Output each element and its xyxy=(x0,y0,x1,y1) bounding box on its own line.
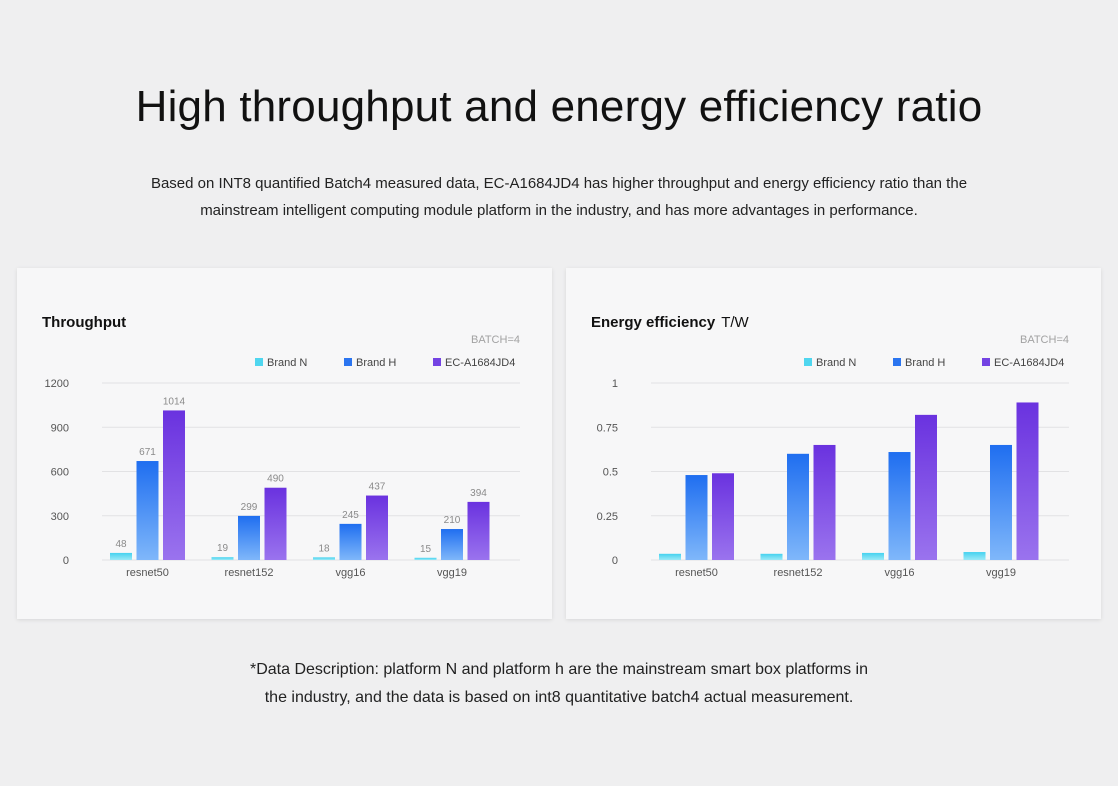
y-tick-label: 0.25 xyxy=(597,511,618,523)
x-tick-label: resnet50 xyxy=(675,567,718,579)
bar-brand-n-resnet152 xyxy=(760,553,783,560)
x-tick-label: resnet152 xyxy=(774,567,823,579)
y-tick-label: 0 xyxy=(63,555,69,567)
x-tick-label: vgg16 xyxy=(885,567,915,579)
legend-label: EC-A1684JD4 xyxy=(994,357,1065,369)
throughput-bar-chart: 0 300 600 900 1200 48 671 1014 resnet50 19 299 490 r… xyxy=(45,378,520,579)
bar-ec-a1684jd4-resnet50 xyxy=(163,410,185,560)
bar-value-label: 245 xyxy=(342,510,359,521)
batch-label: BATCH=4 xyxy=(1019,334,1069,346)
bar-value-label: 437 xyxy=(369,482,386,493)
chart-title-text: Energy efficiency xyxy=(591,314,716,331)
chart-title-unit: T/W xyxy=(721,314,749,331)
x-tick-label: resnet50 xyxy=(126,567,169,579)
y-tick-label: 300 xyxy=(51,511,69,523)
y-tick-label: 1 xyxy=(612,378,618,390)
bar-ec-a1684jd4-vgg19 xyxy=(467,501,490,560)
legend-swatch xyxy=(433,358,441,366)
bar-brand-n-vgg16 xyxy=(862,552,884,560)
bar-value-label: 18 xyxy=(318,543,330,554)
y-tick-label: 900 xyxy=(51,422,69,434)
bar-brand-h-resnet152 xyxy=(787,453,809,560)
x-tick-label: resnet152 xyxy=(225,567,274,579)
x-tick-label: vgg16 xyxy=(336,567,366,579)
bar-brand-h-vgg19 xyxy=(990,444,1012,560)
bar-brand-n-resnet50 xyxy=(110,552,132,560)
legend-item-brand-n: Brand N xyxy=(804,357,856,369)
bar-brand-h-resnet50 xyxy=(136,461,159,560)
bar-ec-a1684jd4-resnet50 xyxy=(712,473,734,560)
legend-item-brand-h: Brand H xyxy=(893,357,945,369)
legend-label: EC-A1684JD4 xyxy=(445,357,516,369)
bar-ec-a1684jd4-resnet152 xyxy=(813,444,836,560)
x-tick-label: vgg19 xyxy=(986,567,1016,579)
bar-brand-n-resnet50 xyxy=(659,553,681,560)
chart-title: Throughput xyxy=(42,314,126,331)
legend-swatch xyxy=(255,358,263,366)
legend-item-brand-h: Brand H xyxy=(344,357,396,369)
note-line-2: the industry, and the data is based on i… xyxy=(264,689,854,706)
y-tick-label: 0.75 xyxy=(597,422,618,434)
legend-swatch xyxy=(804,358,812,366)
bar-brand-h-resnet50 xyxy=(685,475,708,560)
bar-value-label: 394 xyxy=(470,488,487,499)
throughput-chart-card: Throughput BATCH=4 Brand N Brand H EC-A1… xyxy=(17,268,552,619)
legend-label: Brand N xyxy=(267,357,308,369)
bar-value-label: 1014 xyxy=(163,396,186,407)
bar-value-label: 671 xyxy=(139,447,156,458)
legend-item-brand-n: Brand N xyxy=(255,357,307,369)
legend-label: Brand H xyxy=(356,357,397,369)
page-description: Based on INT8 quantified Batch4 measured… xyxy=(100,170,1018,224)
description-line-1: Based on INT8 quantified Batch4 measured… xyxy=(150,175,968,192)
bar-brand-n-resnet152 xyxy=(211,557,234,560)
bar-ec-a1684jd4-vgg16 xyxy=(915,414,937,560)
bar-brand-h-vgg19 xyxy=(441,529,463,560)
bar-value-label: 210 xyxy=(444,515,461,526)
batch-label: BATCH=4 xyxy=(470,334,520,346)
y-tick-label: 1200 xyxy=(45,378,69,390)
bar-value-label: 299 xyxy=(241,502,258,513)
y-tick-label: 0 xyxy=(612,555,618,567)
x-tick-label: vgg19 xyxy=(437,567,467,579)
bar-brand-n-vgg19 xyxy=(963,552,986,560)
bar-brand-h-vgg16 xyxy=(339,523,362,560)
bar-brand-h-resnet152 xyxy=(238,515,260,560)
data-description-note: *Data Description: platform N and platfo… xyxy=(0,656,1118,712)
energy-efficiency-bar-chart: 0 0.25 0.5 0.75 1 resnet50 resnet152 vgg16 vgg19 xyxy=(597,378,1069,579)
legend-label: Brand H xyxy=(905,357,946,369)
legend-label: Brand N xyxy=(816,357,857,369)
bar-value-label: 48 xyxy=(115,539,127,550)
bar-brand-n-vgg19 xyxy=(414,557,437,560)
bar-ec-a1684jd4-vgg16 xyxy=(366,495,388,560)
bar-ec-a1684jd4-resnet152 xyxy=(264,487,287,560)
energy-efficiency-chart-card: Energy efficiency T/W BATCH=4 Brand N Bra… xyxy=(566,268,1101,619)
bar-brand-n-vgg16 xyxy=(313,557,335,560)
y-tick-label: 0.5 xyxy=(603,467,618,479)
bar-value-label: 490 xyxy=(267,474,284,485)
bar-value-label: 15 xyxy=(420,544,432,555)
chart-title-text: Throughput xyxy=(42,314,127,331)
page-title: High throughput and energy efficiency ra… xyxy=(135,82,983,131)
bar-ec-a1684jd4-vgg19 xyxy=(1016,402,1039,560)
note-line-1: *Data Description: platform N and platfo… xyxy=(249,661,869,678)
description-line-2: mainstream intelligent computing module … xyxy=(200,202,918,219)
legend-swatch xyxy=(344,358,352,366)
legend-swatch xyxy=(893,358,901,366)
legend-swatch xyxy=(982,358,990,366)
legend-item-ec-a1684jd4: EC-A1684JD4 xyxy=(433,357,515,369)
legend-item-ec-a1684jd4: EC-A1684JD4 xyxy=(982,357,1064,369)
y-tick-label: 600 xyxy=(51,467,69,479)
chart-title: Energy efficiency T/W xyxy=(591,314,749,331)
bar-brand-h-vgg16 xyxy=(888,452,911,560)
bar-value-label: 19 xyxy=(217,543,229,554)
